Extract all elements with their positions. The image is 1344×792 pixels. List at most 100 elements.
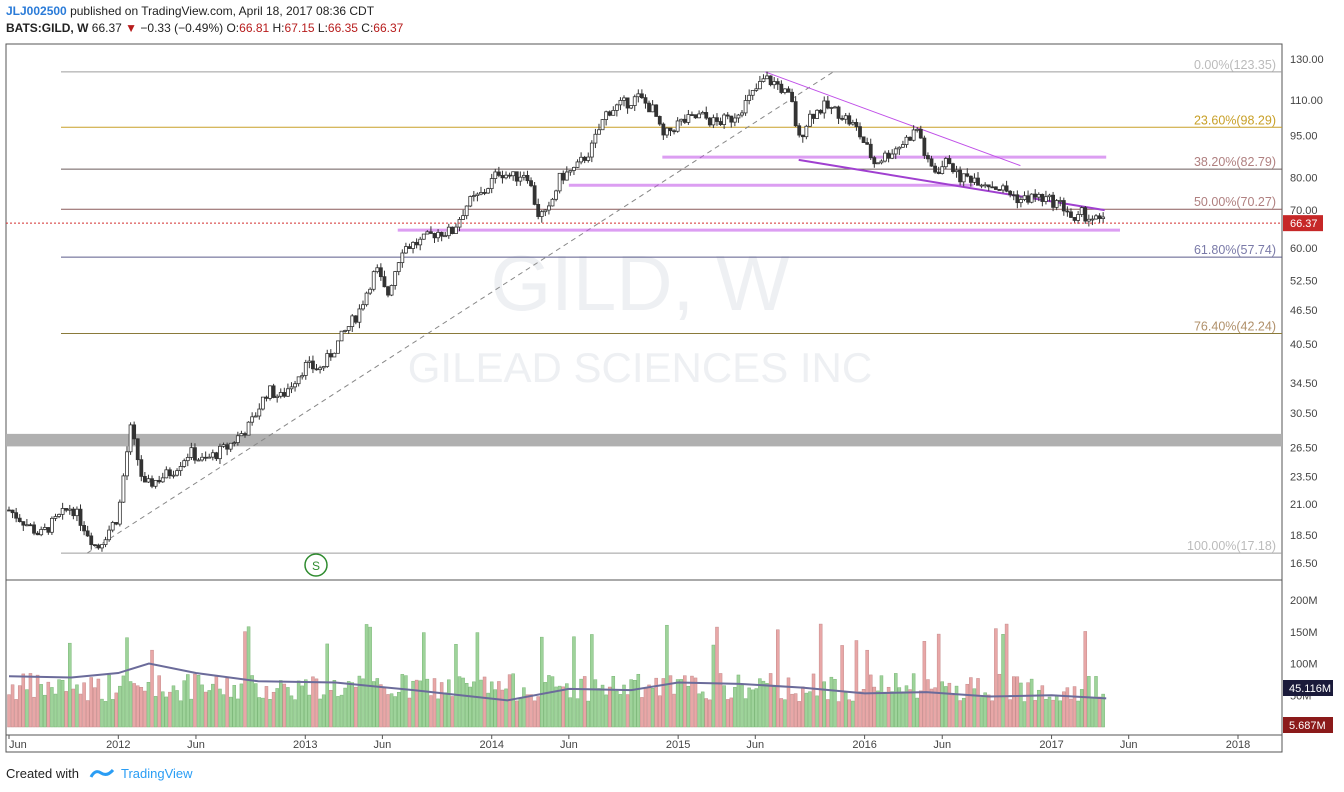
candle-body [707,117,712,126]
volume-bar [1101,693,1105,728]
candle-body [7,509,11,512]
volume-bar [232,685,237,728]
candle-body [200,456,204,461]
candle-body [64,508,69,511]
candle-body [121,475,126,503]
volume-bar [908,689,912,728]
price-tick-label: 52.50 [1290,275,1318,287]
volume-bar [32,696,36,728]
volume-bar [143,690,147,728]
volume-bar [804,692,809,728]
volume-bar [801,686,805,728]
candle-body [1054,200,1059,208]
volume-bar [579,678,583,728]
candle-body [836,106,841,119]
author-link[interactable]: JLJ002500 [6,4,67,18]
price-tick-label: 40.50 [1290,339,1318,351]
volume-bar [214,674,219,728]
volume-bar [132,683,136,728]
candle-body [446,226,451,237]
candle-body [153,479,158,487]
volume-bar [983,692,987,728]
volume-bar [997,673,1002,728]
candle-body [976,177,980,186]
volume-bar [368,626,372,728]
candle-body [940,166,945,174]
candle-body [321,366,326,369]
volume-bar [550,676,555,728]
candle-body [92,544,97,547]
time-tick-label: Jun [374,739,392,751]
volume-bar [1083,631,1088,728]
candle-body [643,97,648,104]
volume-bar [525,694,530,728]
candle-body [343,330,348,332]
volume-bar [622,684,626,728]
candle-body [901,144,905,148]
candle-body [657,116,662,125]
chart-header: JLJ002500 published on TradingView.com, … [6,3,403,37]
candle-body [235,435,240,443]
candle-body [182,460,187,467]
volume-bar [536,696,540,728]
volume-bar [822,681,826,728]
volume-bar [708,699,712,728]
volume-bar [1079,689,1084,728]
candle-body [997,189,1002,191]
volume-bar [472,681,476,728]
candle-body [947,158,952,165]
candle-body [425,231,430,235]
volume-bar [393,696,397,728]
candle-body [218,445,222,460]
candle-body [164,469,169,479]
volume-bar [847,699,852,728]
volume-bar [1094,676,1098,728]
candle-body [511,171,516,177]
volume-bar [175,690,179,728]
candle-body [1086,218,1091,222]
volume-bar [357,675,362,728]
candle-body [586,156,591,161]
candle-body [139,459,144,477]
candle-body [690,114,694,116]
volume-bar [647,684,651,728]
tradingview-link[interactable]: TradingView [120,766,193,781]
candle-body [886,152,891,159]
volume-bar [157,675,161,728]
candle-body [686,114,691,123]
volume-bar [207,690,211,728]
candle-body [893,148,898,155]
candle-body [382,276,387,288]
volume-bar [268,699,272,728]
volume-bar [543,682,548,728]
fib-label: 100.00%(17.18) [1187,539,1276,553]
candle-body [368,288,373,294]
volume-bar [940,681,944,728]
volume-bar [915,697,919,728]
volume-bar [693,677,698,728]
candle-body [933,165,937,173]
candle-body [318,367,322,371]
watermark-symbol: GILD, W [490,239,789,327]
candle-body [575,161,580,168]
volume-bar [386,694,390,728]
price-tick-label: 21.00 [1290,499,1318,511]
volume-bar [640,697,644,728]
volume-bar [211,683,215,728]
volume-bar [371,681,376,728]
candle-body [303,362,308,376]
candle-body [464,205,469,217]
volume-bar [754,688,759,728]
candle-body [21,521,26,526]
volume-bar [375,678,380,728]
volume-bar [414,679,419,728]
candle-body [715,117,719,122]
price-tick-label: 95.00 [1290,131,1318,143]
volume-bar [561,686,565,728]
volume-bar [944,686,948,728]
candle-body [403,246,408,254]
volume-bar [7,694,11,728]
candle-body [750,89,755,96]
volume-bar [926,679,930,728]
